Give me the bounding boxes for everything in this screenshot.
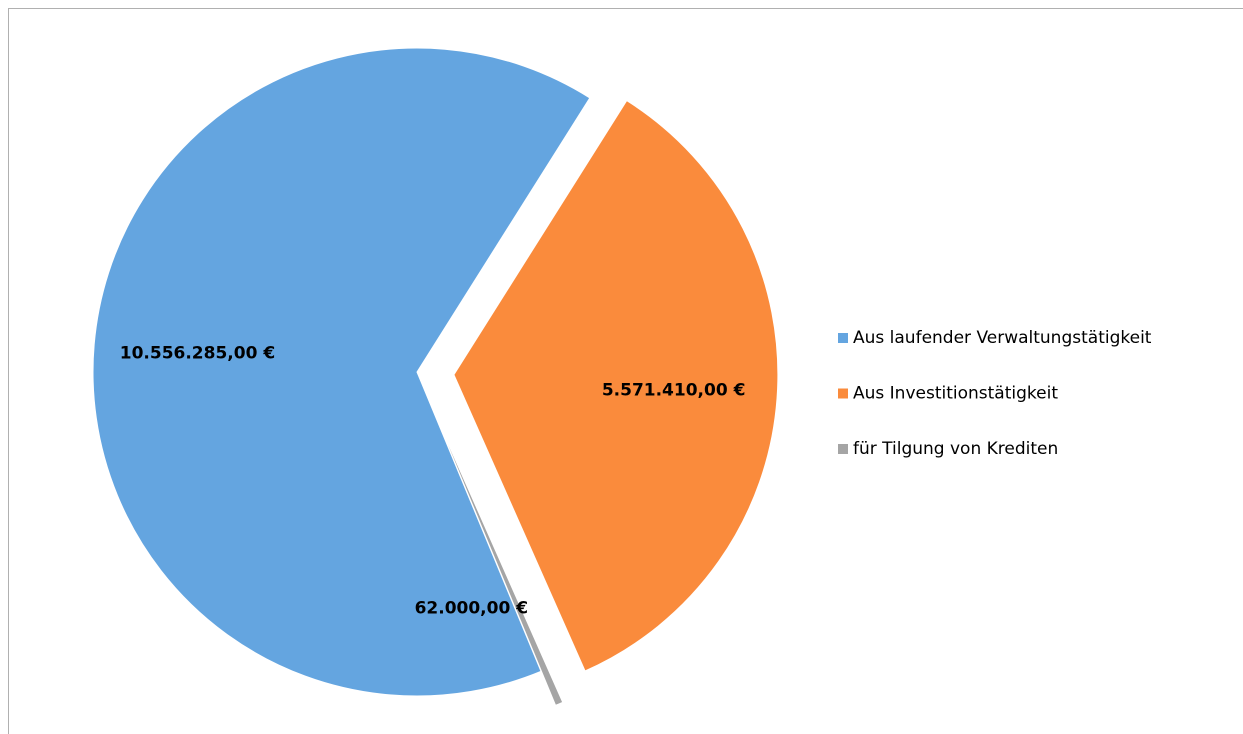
legend-label: Aus Investitionstätigkeit (853, 384, 1058, 404)
legend-label: Aus laufender Verwaltungstätigkeit (853, 328, 1152, 348)
pie-slice (431, 405, 564, 707)
pie-slice (453, 99, 779, 672)
legend-label: für Tilgung von Krediten (853, 439, 1058, 459)
legend-swatch (838, 444, 848, 454)
value-label: 10.556.285,00 € (120, 343, 275, 363)
value-label: 62.000,00 € (415, 599, 528, 619)
legend-swatch (838, 388, 848, 399)
legend-swatch (838, 333, 848, 343)
pie-slice (92, 47, 591, 697)
value-label: 5.571.410,00 € (602, 381, 746, 401)
